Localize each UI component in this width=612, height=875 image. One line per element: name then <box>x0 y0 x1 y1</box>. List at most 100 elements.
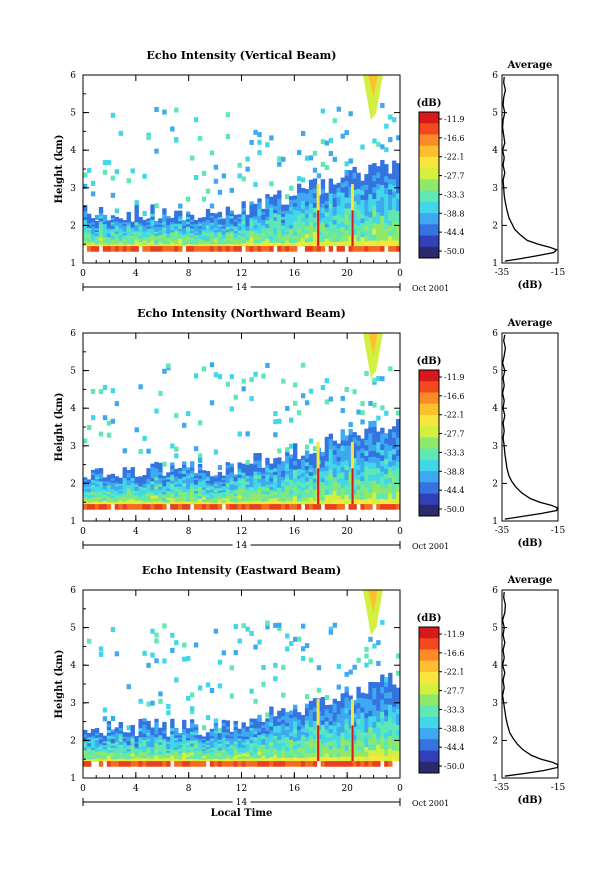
echo-cell <box>186 241 191 245</box>
colorbar-swatch <box>419 145 439 158</box>
echo-cell <box>205 232 211 236</box>
echo-cell <box>205 756 211 760</box>
echo-cell <box>225 504 231 510</box>
echo-cell <box>241 486 246 491</box>
echo-cell <box>201 482 207 486</box>
echo-cell <box>372 492 377 499</box>
echo-cell <box>229 230 234 234</box>
echo-cell <box>296 214 302 220</box>
echo-cell <box>392 487 397 494</box>
echo-cell <box>217 246 223 252</box>
echo-cell <box>296 210 302 216</box>
echo-cell <box>138 752 143 756</box>
echo-cell <box>209 733 215 737</box>
echo-cell <box>352 761 357 767</box>
echo-cell <box>328 463 334 470</box>
echo-cell <box>182 467 187 471</box>
echo-cell <box>300 500 306 505</box>
echo-cell <box>285 237 290 241</box>
echo-cell <box>83 210 88 215</box>
echo-cell <box>336 465 341 470</box>
echo-cell <box>293 761 298 767</box>
echo-cell <box>328 468 334 475</box>
echo-cell <box>86 738 92 742</box>
echo-cell <box>392 227 397 235</box>
echo-cell <box>388 439 393 446</box>
echo-cell <box>332 210 337 216</box>
echo-cell <box>317 210 320 247</box>
echo-cell <box>289 461 294 466</box>
echo-cell <box>257 489 262 494</box>
echo-cell <box>229 486 234 490</box>
echo-cell <box>237 728 242 732</box>
echo-cell <box>376 194 381 201</box>
echo-cell <box>83 496 88 499</box>
echo-cell <box>209 747 215 750</box>
colorbar-swatch <box>419 414 439 427</box>
echo-cell <box>209 490 215 493</box>
echo-cell <box>186 472 191 476</box>
echo-cell <box>142 748 147 753</box>
profile-line <box>501 591 559 777</box>
echo-cell <box>186 496 191 500</box>
echo-cell <box>209 227 215 230</box>
echo-cell <box>340 482 345 489</box>
echo-cell <box>348 197 353 204</box>
echo-cell <box>174 735 179 738</box>
echo-cell <box>98 206 104 211</box>
echo-cell <box>277 487 282 492</box>
echo-cell <box>388 209 393 216</box>
echo-cell <box>336 196 341 202</box>
echo-cell <box>146 240 151 243</box>
echo-cell <box>312 183 318 189</box>
echo-cell <box>285 194 290 200</box>
echo-cell <box>122 472 127 476</box>
echo-cell <box>189 719 195 723</box>
echo-cell <box>388 488 393 494</box>
echo-cell <box>324 475 330 481</box>
echo-cell <box>162 229 167 233</box>
echo-cell <box>130 472 135 476</box>
echo-cell <box>209 234 215 238</box>
echo-cell <box>308 198 314 204</box>
echo-cell <box>146 758 151 762</box>
echo-cell <box>356 450 361 456</box>
echo-cell <box>205 230 211 234</box>
echo-cell <box>225 220 231 224</box>
echo-cell <box>174 137 179 143</box>
echo-cell <box>90 733 96 737</box>
echo-cell <box>201 470 207 474</box>
echo-cell <box>352 704 357 710</box>
echo-cell <box>130 232 135 235</box>
echo-cell <box>209 744 215 748</box>
echo-cell <box>170 246 175 252</box>
echo-cell <box>134 243 139 247</box>
echo-cell <box>138 755 143 759</box>
echo-cell <box>396 240 401 247</box>
echo-cell <box>106 746 112 751</box>
echo-cell <box>201 366 207 372</box>
echo-cell <box>289 479 294 484</box>
echo-cell <box>134 494 139 497</box>
echo-cell <box>253 733 258 738</box>
echo-cell <box>300 466 306 470</box>
echo-cell <box>372 474 377 481</box>
echo-cell <box>324 757 330 762</box>
echo-cell <box>340 439 345 446</box>
echo-cell <box>253 206 258 211</box>
colorbar-swatch <box>419 694 439 706</box>
echo-cell <box>253 224 258 229</box>
echo-cell <box>257 467 262 472</box>
echo-cell <box>265 464 270 469</box>
echo-cell <box>154 724 159 729</box>
echo-cell <box>336 214 341 220</box>
echo-cell <box>106 225 112 229</box>
echo-cell <box>261 230 266 234</box>
echo-cell <box>340 488 345 494</box>
echo-cell <box>380 723 385 731</box>
echo-cell <box>118 500 124 503</box>
echo-cell <box>328 448 334 455</box>
echo-cell <box>174 220 179 224</box>
echo-cell <box>221 240 227 243</box>
echo-cell <box>245 466 250 471</box>
